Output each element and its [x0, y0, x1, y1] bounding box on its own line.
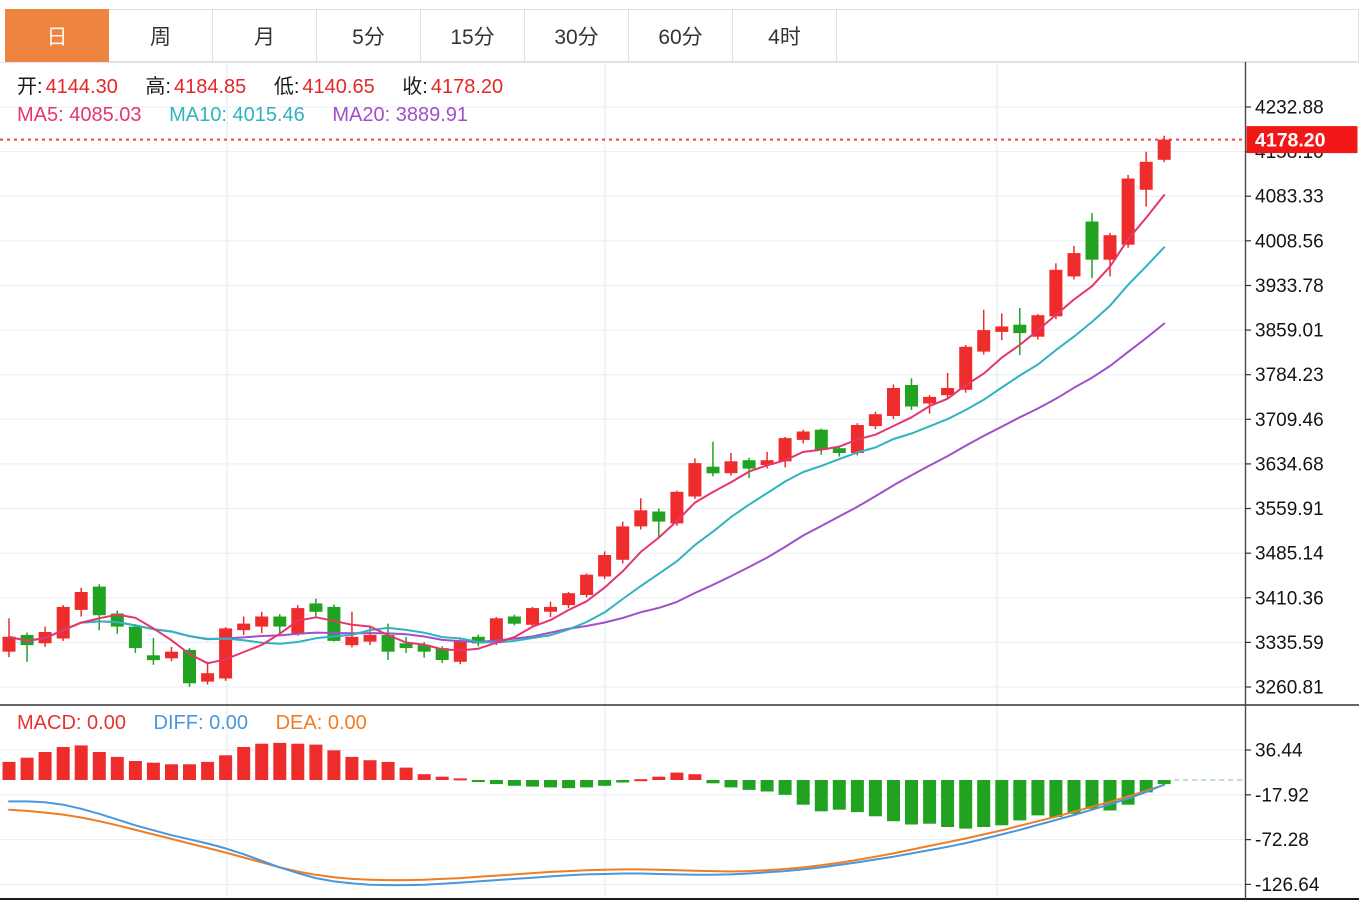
- close-label: 收:: [402, 76, 428, 98]
- tab-月[interactable]: 月: [213, 10, 317, 61]
- price-tick-label: 4083.33: [1255, 187, 1324, 208]
- price-tick-label: 3859.01: [1255, 321, 1324, 342]
- price-tick-label: 3335.59: [1255, 633, 1324, 654]
- low-label: 低:: [273, 76, 300, 98]
- diff-label: DIFF:: [153, 712, 204, 734]
- ma-legend: MA5: 4085.03 MA10: 4015.46 MA20: 3889.91: [17, 103, 490, 127]
- ma20-item: MA20: 3889.91: [332, 104, 468, 126]
- tab-15分[interactable]: 15分: [421, 10, 525, 61]
- last-price-badge-text: 4178.20: [1255, 130, 1326, 152]
- tab-60分[interactable]: 60分: [629, 10, 733, 61]
- high-label: 高:: [145, 76, 171, 98]
- timeframe-tabbar: 日周月 5分 15分 30分 60分 4时: [5, 9, 1359, 62]
- diff-line: [8, 783, 1166, 887]
- panel-borders: [0, 62, 1359, 900]
- macd-histogram: [2, 742, 1171, 829]
- macd-item: MACD: 0.00: [17, 712, 126, 734]
- price-tick-label: 4232.88: [1255, 98, 1324, 119]
- ma10-item: MA10: 4015.46: [169, 104, 305, 126]
- open-label: 开:: [17, 76, 43, 98]
- price-tick-label: 3485.14: [1255, 544, 1324, 565]
- macd-legend: MACD: 0.00 DIFF: 0.00 DEA: 0.00: [17, 711, 389, 735]
- ma10-value: 4015.46: [232, 104, 305, 126]
- last-price-badge: 4178.20: [1246, 126, 1358, 154]
- price-tick-label: 3559.91: [1255, 499, 1324, 520]
- dea-item: DEA: 0.00: [276, 712, 367, 734]
- dea-label: DEA:: [275, 712, 323, 734]
- high-value: 4184.85: [173, 76, 247, 98]
- low-pair: 低: 4140.65: [274, 76, 375, 98]
- macd-label: MACD:: [17, 712, 82, 734]
- macd-tick-label: 36.44: [1255, 741, 1303, 762]
- ma5-value: 4085.03: [69, 104, 142, 126]
- candles: [2, 135, 1171, 687]
- diff-value: 0.00: [209, 712, 249, 734]
- macd-value: 0.00: [87, 712, 126, 734]
- tab-30分[interactable]: 30分: [525, 10, 629, 61]
- price-tick-label: 3784.23: [1255, 365, 1324, 386]
- price-tick-label: 3933.78: [1255, 276, 1324, 297]
- axis-labels: 4232.884158.104083.334008.563933.783859.…: [1245, 98, 1324, 896]
- dea-value: 0.00: [327, 712, 367, 734]
- open-pair: 开: 4144.30: [17, 76, 118, 98]
- ma20-value: 3889.91: [395, 104, 469, 126]
- high-pair: 高: 4184.85: [145, 76, 246, 98]
- macd-tick-label: -17.92: [1255, 785, 1309, 806]
- dea-line: [8, 783, 1166, 882]
- macd-tick-label: -126.64: [1255, 875, 1320, 896]
- macd-tick-label: -72.28: [1255, 830, 1309, 851]
- ma5-item: MA5: 4085.03: [17, 104, 142, 126]
- ma10-label: MA10:: [169, 104, 227, 126]
- price-tick-label: 3410.36: [1255, 588, 1324, 609]
- price-tick-label: 4008.56: [1255, 231, 1324, 252]
- tab-5分[interactable]: 5分: [317, 10, 421, 61]
- ma10-line: [8, 246, 1166, 645]
- low-value: 4140.65: [302, 76, 375, 98]
- tab-4时[interactable]: 4时: [733, 10, 837, 61]
- ma5-line: [8, 194, 1166, 665]
- close-value: 4178.20: [430, 76, 504, 98]
- ohlc-legend: 开: 4144.30 高: 4184.85 低: 4140.65 收: 4178.20: [17, 75, 525, 99]
- diff-item: DIFF: 0.00: [154, 712, 249, 734]
- ma5-label: MA5:: [17, 104, 64, 126]
- price-tick-label: 3260.81: [1255, 678, 1324, 699]
- ma20-label: MA20:: [332, 104, 391, 126]
- close-pair: 收: 4178.20: [402, 76, 503, 98]
- open-value: 4144.30: [45, 76, 118, 98]
- price-tick-label: 3709.46: [1255, 410, 1324, 431]
- price-tick-label: 3634.68: [1255, 454, 1324, 475]
- tab-周[interactable]: 周: [109, 10, 213, 61]
- tab-日[interactable]: 日: [5, 9, 109, 62]
